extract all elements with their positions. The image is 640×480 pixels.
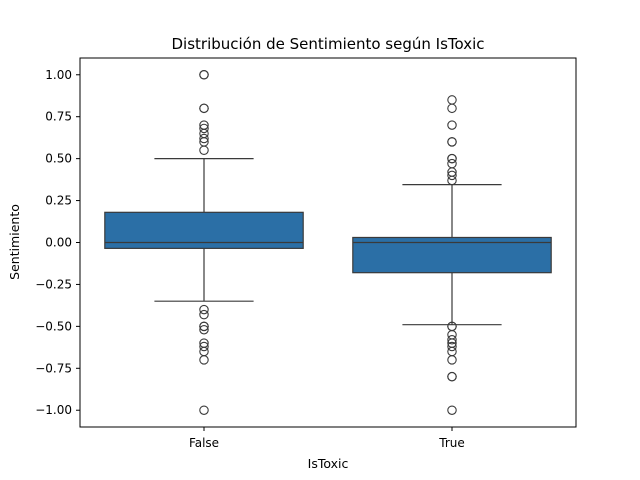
x-axis: False True <box>189 427 465 450</box>
outlier-point <box>199 128 209 139</box>
y-tick-label: −0.50 <box>35 319 72 333</box>
y-axis: 1.00 0.75 0.50 0.25 0.00 −0.25 −0.50 −0.75 −1.00 <box>35 68 80 417</box>
chart-title: Distribución de Sentimiento según IsToxi… <box>171 35 484 53</box>
x-tick-label: False <box>189 436 219 450</box>
y-tick-label: 1.00 <box>45 68 72 82</box>
outlier-point <box>199 321 209 332</box>
outlier-point <box>199 346 209 357</box>
outlier-point <box>199 304 209 315</box>
outlier-point <box>447 158 457 169</box>
outlier-point <box>447 405 457 415</box>
outlier-point <box>199 133 209 144</box>
outlier-point <box>199 341 209 352</box>
outlier-point <box>447 371 457 382</box>
y-tick-label: −0.75 <box>35 361 72 375</box>
outlier-point <box>199 145 209 156</box>
outlier-point <box>447 341 457 352</box>
x-tick-label: True <box>438 436 465 450</box>
outlier-point <box>447 153 457 164</box>
plot-marks <box>104 70 552 415</box>
outlier-point <box>447 120 457 130</box>
y-tick-label: 0.25 <box>45 194 72 208</box>
outlier-point <box>199 324 209 335</box>
outlier-point <box>447 329 457 340</box>
outlier-point <box>447 95 457 105</box>
x-axis-label: IsToxic <box>308 456 349 471</box>
box-true <box>352 236 552 274</box>
outlier-point <box>199 123 209 134</box>
y-axis-label: Sentimiento <box>7 204 22 280</box>
y-tick-label: 0.50 <box>45 152 72 166</box>
outlier-point <box>199 355 209 365</box>
outlier-point <box>199 405 209 415</box>
outlier-point <box>447 103 457 114</box>
box-group-true <box>352 95 552 415</box>
y-tick-label: −1.00 <box>35 403 72 417</box>
outlier-point <box>199 70 209 80</box>
outlier-point <box>447 346 457 357</box>
outlier-point <box>447 355 457 365</box>
y-tick-label: 0.00 <box>45 236 72 250</box>
outlier-point <box>447 137 457 147</box>
outlier-point <box>199 103 209 114</box>
box-group-false <box>104 70 304 415</box>
outlier-point <box>447 335 457 345</box>
outlier-point <box>447 175 457 186</box>
y-tick-label: −0.25 <box>35 277 72 291</box>
outlier-point <box>447 170 457 181</box>
y-tick-label: 0.75 <box>45 110 72 124</box>
outlier-point <box>199 309 209 320</box>
